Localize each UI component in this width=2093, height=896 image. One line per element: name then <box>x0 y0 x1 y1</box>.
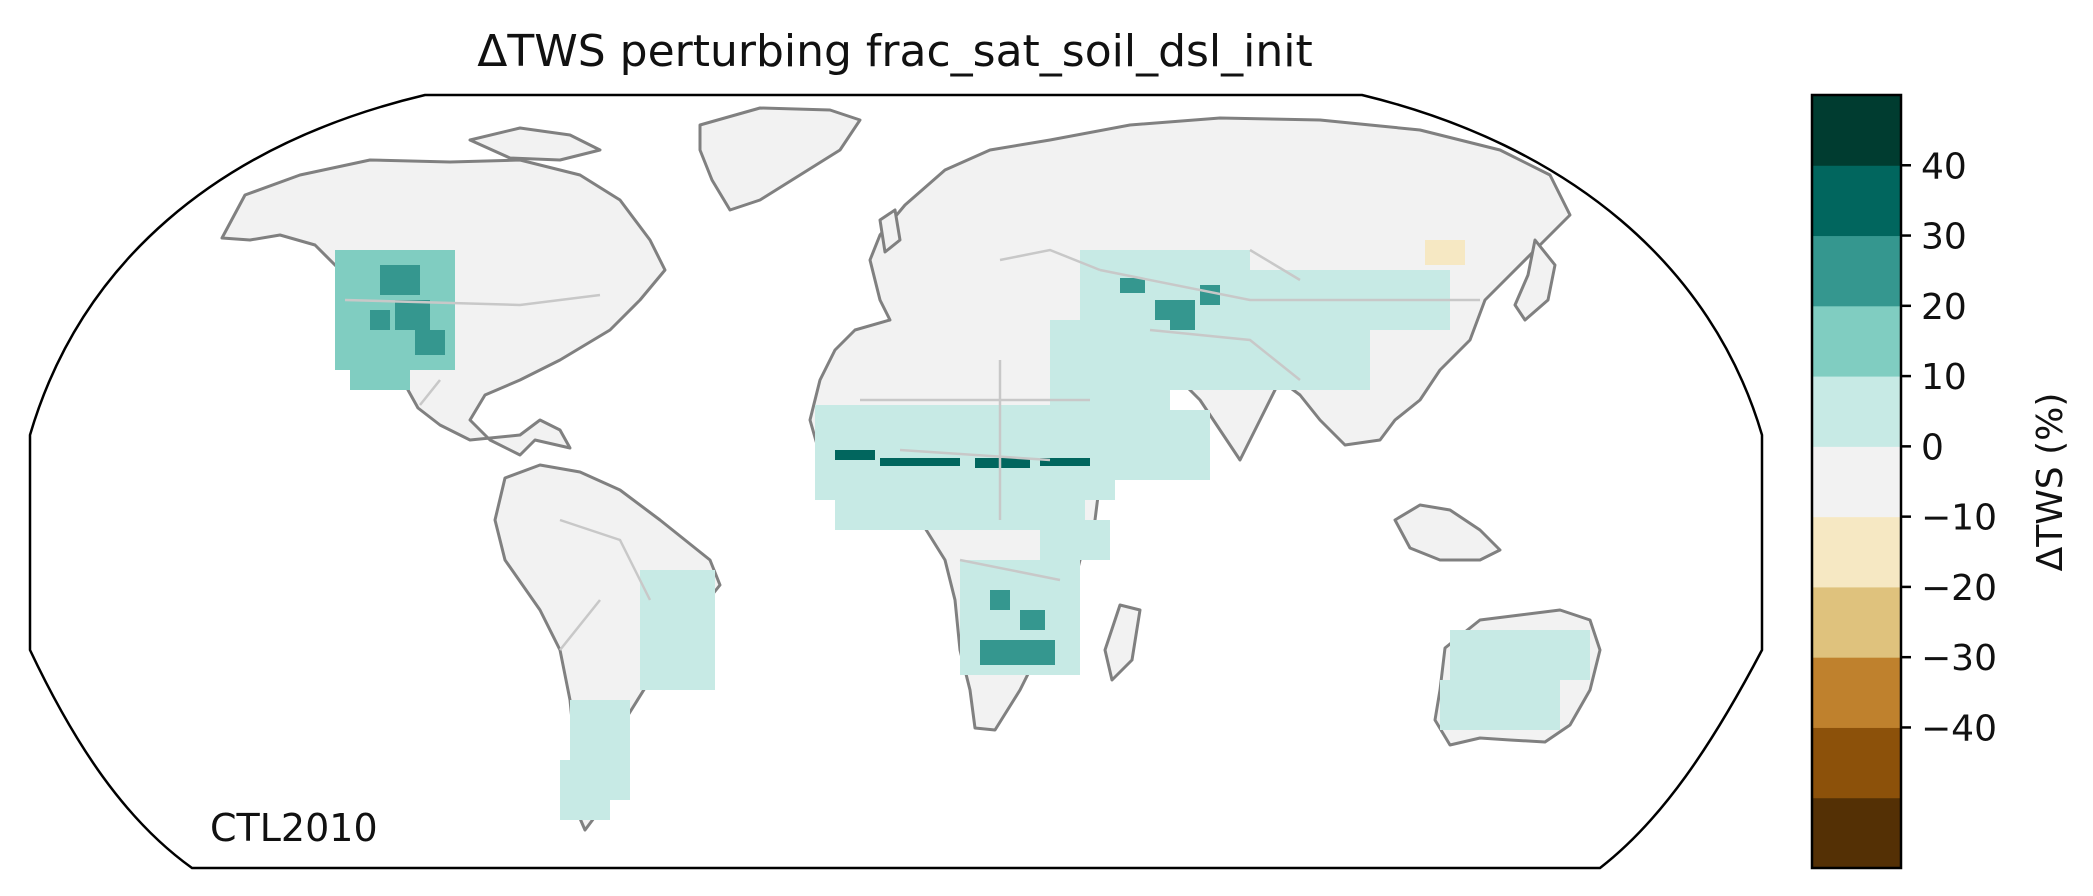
colorbar-tick-label: 0 <box>1921 427 1944 468</box>
colorbar-bin <box>1812 305 1901 377</box>
colorbar-bin <box>1812 586 1901 658</box>
anomaly-cell <box>1050 320 1170 410</box>
anomaly-cells <box>335 240 1590 820</box>
colorbar-tick-label: 10 <box>1921 357 1967 398</box>
anomaly-cell <box>980 640 1055 665</box>
anomaly-cell <box>1440 680 1560 730</box>
colorbar-tick-label: 30 <box>1921 217 1967 258</box>
colorbar-tick-label: −20 <box>1921 568 1997 609</box>
japan-land <box>1513 238 1557 322</box>
colorbar-frame <box>1810 93 1903 870</box>
country-borders <box>344 248 1480 651</box>
colorbar-label: ΔTWS (%) <box>2030 393 2071 572</box>
colorbar-bin <box>1812 446 1901 518</box>
anomaly-cell <box>835 450 875 460</box>
colorbar-tick-label: −10 <box>1921 498 1997 539</box>
anomaly-cell <box>1120 278 1145 293</box>
anomaly-cell <box>395 300 430 330</box>
anomaly-cell <box>640 570 715 690</box>
colorbar-tick-label: −40 <box>1921 708 1997 749</box>
colorbar-tick-label: 40 <box>1921 146 1967 187</box>
anomaly-cell <box>990 590 1010 610</box>
run-label: CTL2010 <box>210 806 378 850</box>
arctic-islands-land <box>468 126 602 162</box>
map-title: ΔTWS perturbing frac_sat_soil_dsl_init <box>477 26 1313 77</box>
anomaly-cell <box>1100 410 1210 480</box>
colorbar-bin <box>1812 376 1901 447</box>
anomaly-cell <box>560 760 610 820</box>
colorbar-bin <box>1812 797 1901 869</box>
anomaly-cell <box>1040 458 1090 466</box>
colorbar-ticks: 40 30 20 10 0 −10 −20 −30 −40 <box>1901 146 1997 749</box>
uk-land <box>878 208 902 254</box>
colorbar-tick-label: 20 <box>1921 287 1967 328</box>
colorbar-tick-label: −30 <box>1921 638 1997 679</box>
colorbar-bin <box>1812 235 1901 307</box>
anomaly-cell <box>380 265 420 295</box>
anomaly-cell <box>1425 240 1465 265</box>
colorbar-bin <box>1812 95 1901 166</box>
anomaly-cell <box>415 330 445 355</box>
greenland-land <box>698 106 862 212</box>
colorbar-bin <box>1812 727 1901 799</box>
map-boundary <box>28 93 1764 870</box>
anomaly-cell <box>1040 520 1110 560</box>
anomaly-cell <box>1450 630 1590 680</box>
colorbar-bin <box>1812 165 1901 237</box>
southeast-asia-islands-land <box>1393 503 1502 562</box>
colorbar-bin <box>1812 657 1901 728</box>
colorbar-bins <box>1812 95 1901 869</box>
colorbar-bin <box>1812 516 1901 588</box>
anomaly-cell <box>880 458 960 466</box>
anomaly-cell <box>350 350 410 390</box>
anomaly-cell <box>1020 610 1045 630</box>
anomaly-cell <box>370 310 390 330</box>
anomaly-cell <box>975 458 1030 468</box>
madagascar-land <box>1103 603 1142 682</box>
